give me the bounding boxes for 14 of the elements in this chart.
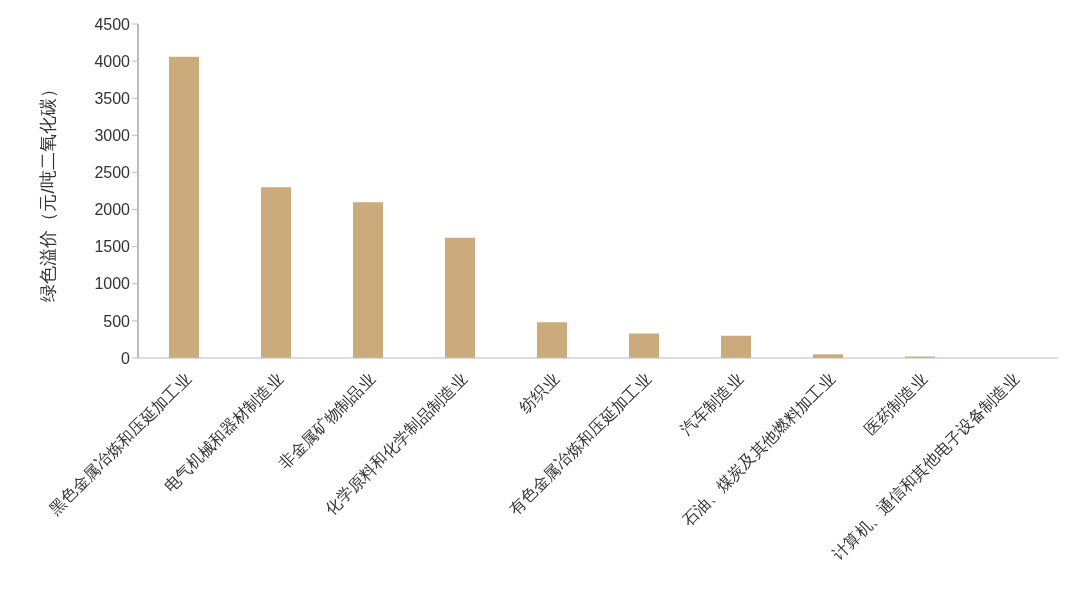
y-tick-label: 3500 (94, 89, 131, 107)
y-tick-label: 500 (103, 312, 131, 330)
y-tick-label: 2000 (94, 201, 131, 219)
y-tick-label: 4500 (94, 15, 131, 33)
y-tick-label: 1500 (94, 238, 131, 256)
y-tick-label: 0 (121, 349, 131, 367)
x-tick-label: 纺织业 (516, 370, 563, 416)
y-tick-label: 4000 (94, 52, 131, 70)
y-tick-label: 1000 (94, 275, 131, 293)
y-tick-label: 2500 (94, 164, 131, 182)
y-tick-label: 3000 (94, 127, 131, 145)
x-tick-label: 医药制造业 (861, 370, 931, 439)
y-axis-title: 绿色溢价（元/吨二氧化碳） (38, 80, 59, 302)
x-tick-label: 汽车制造业 (677, 370, 747, 439)
